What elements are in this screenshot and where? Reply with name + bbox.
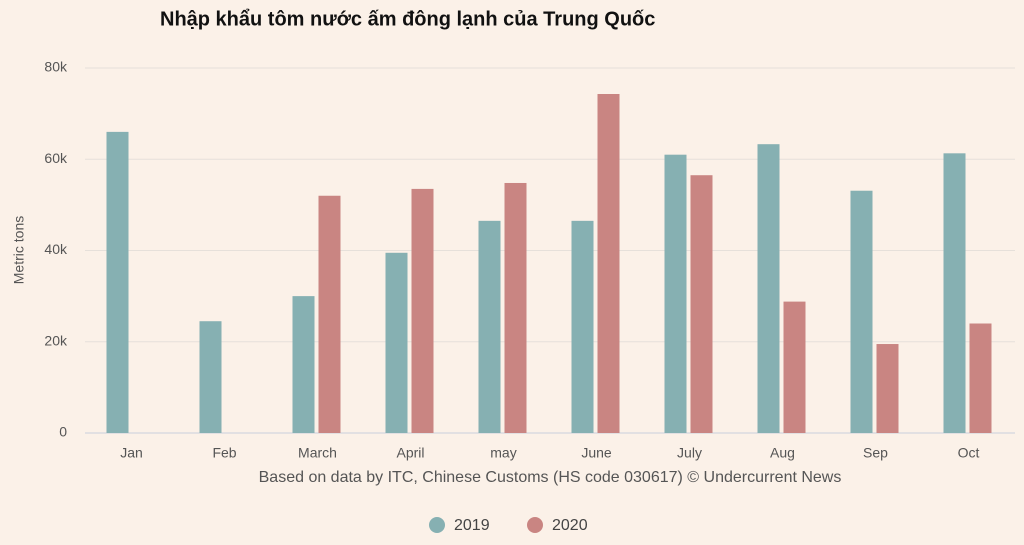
x-tick-label: Aug (770, 445, 795, 461)
bar (106, 131, 129, 433)
y-tick-label: 20k (44, 332, 68, 348)
bar (783, 301, 806, 433)
x-tick-label: may (490, 445, 516, 461)
y-axis-label: Metric tons (11, 216, 27, 284)
y-tick-label: 80k (44, 59, 68, 75)
bar (292, 296, 315, 433)
legend-marker[interactable] (429, 517, 445, 533)
x-tick-label: April (396, 445, 424, 461)
legend-label[interactable]: 2019 (454, 517, 490, 534)
y-tick-label: 0 (59, 424, 67, 440)
y-tick-label: 40k (44, 241, 68, 257)
bar (571, 220, 594, 433)
chart-title: Nhập khẩu tôm nước ấm đông lạnh của Trun… (160, 8, 655, 30)
x-tick-label: Jan (120, 445, 143, 461)
legend-marker[interactable] (527, 517, 543, 533)
bar (385, 252, 408, 433)
bar (597, 94, 620, 433)
y-tick-label: 60k (44, 150, 68, 166)
legend-label[interactable]: 2020 (552, 517, 588, 534)
bar (411, 188, 434, 433)
x-tick-label: June (581, 445, 612, 461)
bar (199, 321, 222, 433)
x-tick-label: March (298, 445, 337, 461)
bar (943, 153, 966, 433)
x-tick-label: Feb (212, 445, 236, 461)
bar (969, 323, 992, 433)
bar (318, 195, 341, 433)
caption: Based on data by ITC, Chinese Customs (H… (259, 469, 842, 486)
x-tick-label: Sep (863, 445, 888, 461)
bar (876, 344, 899, 433)
bar (757, 144, 780, 433)
x-tick-label: July (677, 445, 702, 461)
bar (504, 182, 527, 433)
x-tick-label: Oct (958, 445, 980, 461)
bar (478, 220, 501, 433)
bar (850, 190, 873, 433)
bar (690, 175, 713, 433)
bar (664, 154, 687, 433)
